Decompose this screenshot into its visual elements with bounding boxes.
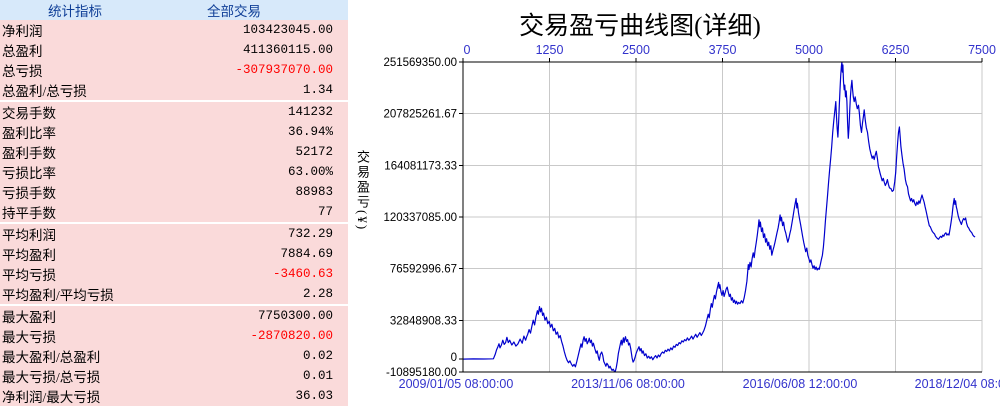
row-value: 77: [317, 205, 333, 219]
row-label: 最大盈利: [2, 310, 56, 325]
table-row: 亏损比率 63.00%: [0, 162, 348, 182]
row-value: -307937070.00: [235, 63, 333, 77]
table-row: 净利润/最大亏损 36.03: [0, 386, 348, 406]
row-value: 103423045.00: [242, 23, 333, 37]
y-axis-tick-label: 207825261.67: [383, 109, 457, 121]
equity-curve: [462, 61, 976, 373]
table-row: 最大盈利/总盈利 0.02: [0, 346, 348, 366]
row-label: 净利润: [2, 24, 43, 39]
table-header-indicator: 统计指标: [48, 4, 102, 19]
row-label: 总亏损: [2, 64, 43, 79]
table-row: 净利润 103423045.00: [0, 20, 348, 40]
y-axis-zero-label: 0: [451, 352, 457, 364]
chart-title: 交易盈亏曲线图(详细): [519, 13, 761, 40]
table-row: 最大盈利 7750300.00: [0, 306, 348, 326]
row-label: 交易手数: [2, 106, 56, 121]
row-value: 2.28: [302, 287, 333, 301]
table-row: 总盈利 411360115.00: [0, 40, 348, 60]
table-row: 总亏损 -307937070.00: [0, 60, 348, 80]
x-axis-tick-label: 2500: [622, 43, 650, 57]
row-label: 亏损手数: [2, 186, 56, 201]
profit-curve-chart: 0 1250 2500 3750 5000 6250 7500 251569350.00 207…: [383, 43, 1000, 391]
row-label: 总盈利: [2, 44, 43, 59]
table-row: 平均盈利 7884.69: [0, 244, 348, 264]
row-label: 亏损比率: [2, 166, 56, 181]
group-separator: [0, 100, 348, 102]
x-axis-tick-label: 3750: [709, 43, 737, 57]
row-label: 平均盈利/平均亏损: [2, 288, 114, 303]
row-label: 总盈利/总亏损: [2, 84, 87, 99]
row-label: 盈利手数: [2, 146, 56, 161]
row-label: 最大亏损/总亏损: [2, 370, 101, 385]
table-header-all-trades: 全部交易: [207, 4, 261, 19]
profit-curve-panel: 交易盈亏曲线图(详细) 交易盈亏(¥) 0 1250 2500 3750 5000 625…: [348, 0, 1000, 400]
row-value: 52172: [295, 145, 333, 159]
x-axis-date-label: 2018/12/04 08:00:00: [915, 377, 1000, 391]
x-axis-date-label: 2016/06/08 12:00:00: [743, 377, 858, 391]
row-label: 最大盈利/总盈利: [2, 350, 101, 365]
table-row: 交易手数 141232: [0, 102, 348, 122]
row-value: 732.29: [287, 227, 333, 241]
row-label: 盈利比率: [2, 126, 56, 141]
row-label: 净利润/最大亏损: [2, 390, 101, 405]
x-axis-tick-label: 0: [464, 43, 471, 57]
statistics-panel: 性能概要 统计指标 全部交易 净利润103423045.00总盈利4113601…: [0, 0, 348, 408]
group-separator: [0, 304, 348, 306]
row-value: 141232: [287, 105, 333, 119]
table-row: 持平手数 77: [0, 202, 348, 222]
x-axis-tick-label: 6250: [882, 43, 910, 57]
table-row: 盈利比率 36.94%: [0, 122, 348, 142]
row-value: 88983: [295, 185, 333, 199]
table-row: 亏损手数 88983: [0, 182, 348, 202]
row-label: 持平手数: [2, 206, 56, 221]
x-axis-tick-label: 7500: [968, 43, 996, 57]
row-value: 7884.69: [280, 247, 333, 261]
row-value: 36.94%: [287, 125, 333, 139]
table-row: 最大亏损/总亏损 0.01: [0, 366, 348, 386]
row-value: 411360115.00: [242, 43, 333, 57]
table-row: 总盈利/总亏损 1.34: [0, 80, 348, 100]
y-axis-tick-label: 32848908.33: [390, 315, 457, 327]
row-value: 0.01: [302, 369, 333, 383]
row-label: 最大亏损: [2, 330, 56, 345]
x-axis-date-label: 2009/01/05 08:00:00: [399, 377, 514, 391]
y-axis-tick-label: 76592996.67: [390, 264, 457, 276]
y-axis-tick-label: 251569350.00: [383, 57, 457, 69]
table-row: 盈利手数 52172: [0, 142, 348, 162]
x-axis-tick-label: 1250: [536, 43, 564, 57]
row-value: -2870820.00: [250, 329, 333, 343]
y-axis-tick-label: -10895180.00: [386, 367, 457, 379]
statistics-rows: 净利润 103423045.00 总盈利 411360115.00 总亏损 -307937…: [0, 20, 348, 408]
table-header-row: 统计指标 全部交易: [0, 0, 348, 20]
x-axis-tick-label: 5000: [795, 43, 823, 57]
row-label: 平均亏损: [2, 268, 56, 283]
row-value: 7750300.00: [257, 309, 333, 323]
row-value: 0.02: [302, 349, 333, 363]
y-axis-title: 交易盈亏(¥): [355, 150, 370, 232]
table-row: 最大亏损 -2870820.00: [0, 326, 348, 346]
row-label: 平均利润: [2, 228, 56, 243]
group-separator: [0, 222, 348, 224]
row-value: -3460.63: [272, 267, 333, 281]
table-row: 平均利润 732.29: [0, 224, 348, 244]
x-axis-date-label: 2013/11/06 08:00:00: [571, 377, 685, 391]
y-axis-tick-label: 164081173.33: [384, 160, 457, 172]
row-value: 1.34: [302, 83, 333, 97]
row-label: 平均盈利: [2, 248, 56, 263]
row-value: 36.03: [295, 389, 333, 403]
table-row: 平均盈利/平均亏损 2.28: [0, 284, 348, 304]
y-axis-tick-label: 120337085.00: [383, 212, 457, 224]
row-value: 63.00%: [287, 165, 333, 179]
table-row: 平均亏损 -3460.63: [0, 264, 348, 284]
